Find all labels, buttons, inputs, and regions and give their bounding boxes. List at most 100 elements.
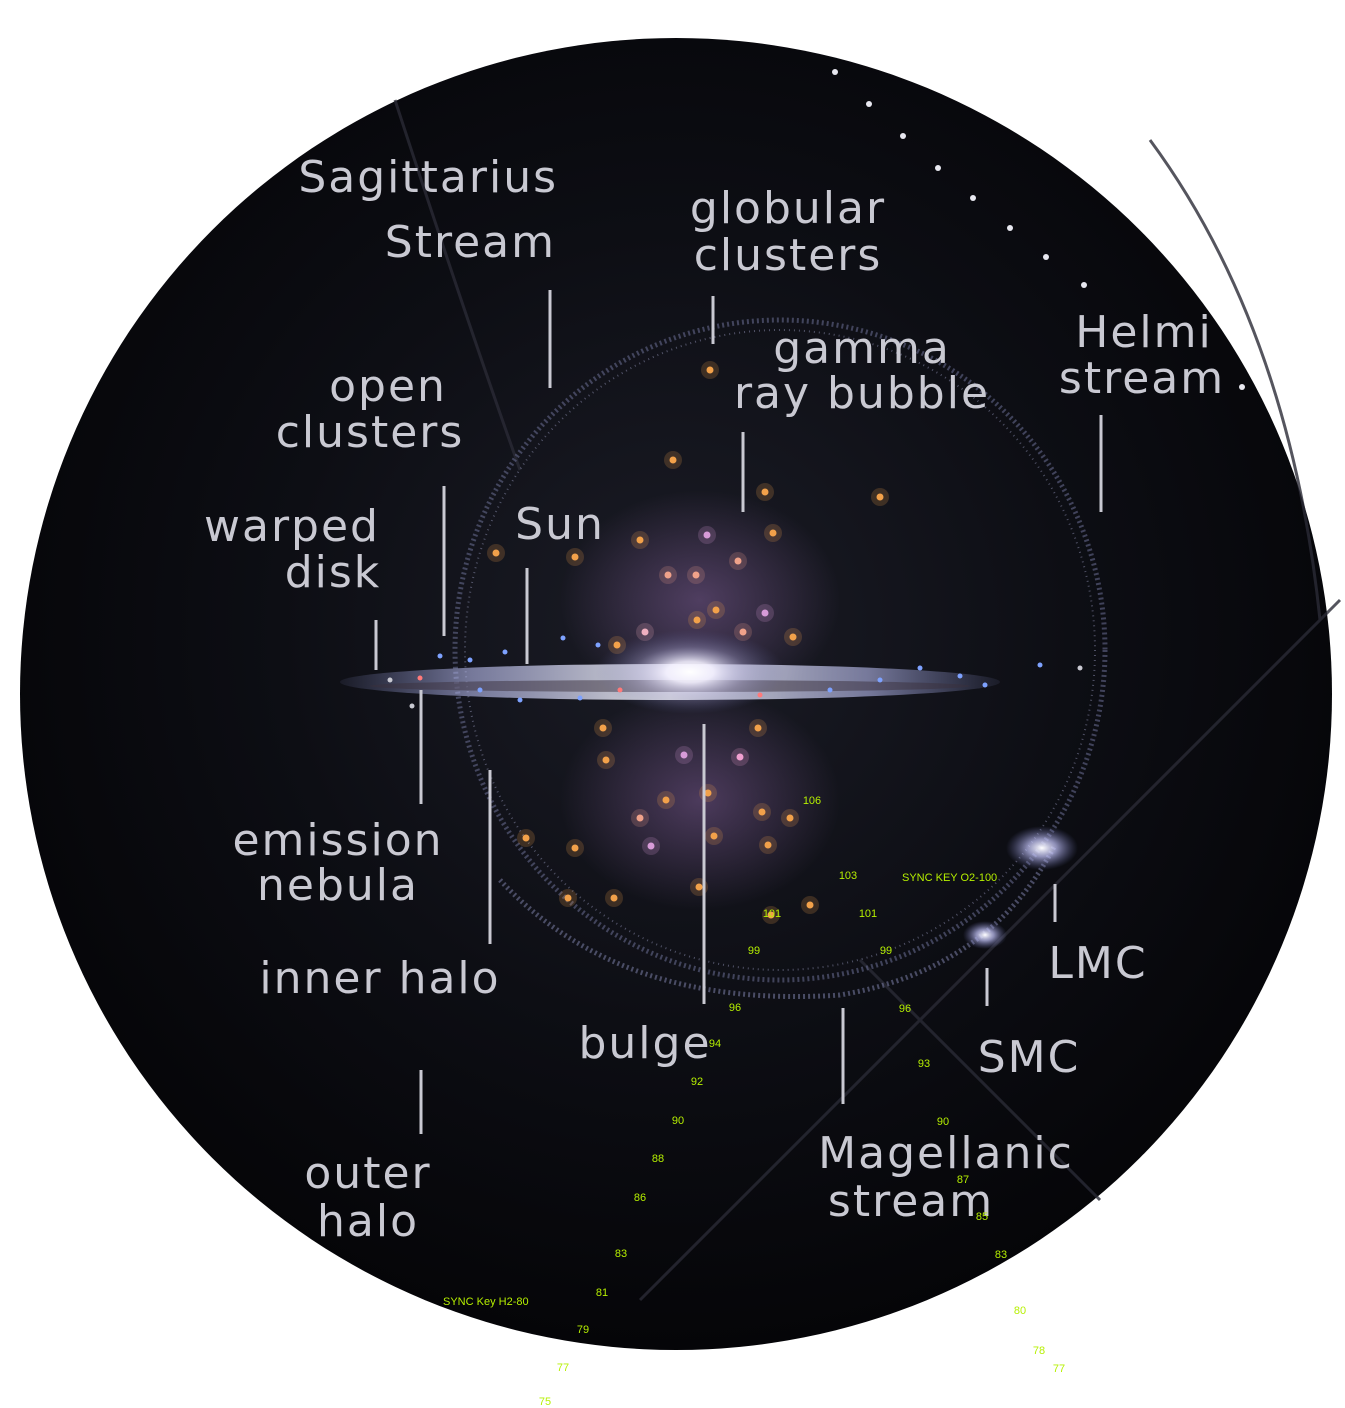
cluster-star — [610, 894, 618, 902]
cluster-star — [734, 557, 742, 565]
cluster-star — [761, 488, 769, 496]
disk-star — [477, 687, 483, 693]
cluster-star — [786, 814, 794, 822]
gamma-ray-bubble-glow-lower — [560, 690, 840, 910]
helmi-dot — [935, 165, 941, 171]
helmi-dot — [1043, 254, 1049, 260]
left-scale-number: 103 — [839, 870, 857, 882]
sync-key-right: SYNC KEY O2-100 — [902, 872, 997, 884]
left-scale-number: 77 — [557, 1362, 569, 1374]
helmi-dot — [832, 69, 838, 75]
sync-overlay: SYNC Key H2-80 SYNC KEY O2-100 106 103 101… — [443, 795, 1065, 1408]
cluster-star — [712, 606, 720, 614]
cluster-star — [641, 628, 649, 636]
cluster-star — [710, 832, 718, 840]
label-outer-halo-line2: halo — [317, 1196, 419, 1247]
left-scale-number: 101 — [763, 908, 781, 920]
label-open-clusters-line1: open — [329, 361, 447, 412]
label-emission-line1: emission — [232, 815, 443, 866]
cluster-star — [692, 571, 700, 579]
helmi-dot — [900, 133, 906, 139]
disk-star — [517, 697, 523, 703]
disk-star — [827, 687, 833, 693]
cluster-star — [706, 366, 714, 374]
left-scale-number: 88 — [652, 1153, 664, 1165]
right-scale-number: 99 — [880, 945, 892, 957]
left-scale-number: 75 — [539, 1396, 551, 1408]
disk-star — [982, 682, 988, 688]
left-scale-numbers: 106 103 101 99 96 94 92 90 88 86 83 81 79 77 75 — [539, 795, 857, 1408]
right-scale-number: 101 — [859, 908, 877, 920]
cluster-star — [761, 609, 769, 617]
cluster-star — [739, 628, 747, 636]
right-scale-number: 77 — [1053, 1363, 1065, 1375]
lmc-cloud — [1006, 826, 1078, 870]
right-scale-number: 93 — [918, 1058, 930, 1070]
disk-star — [409, 703, 415, 709]
disk-star — [1077, 665, 1083, 671]
label-inner-halo: inner halo — [259, 953, 500, 1004]
label-globular-line2: clusters — [694, 230, 883, 281]
disk-star — [437, 653, 443, 659]
cluster-star — [571, 844, 579, 852]
cluster-star — [695, 883, 703, 891]
label-bulge: bulge — [578, 1018, 711, 1069]
right-scale-number: 87 — [957, 1174, 969, 1186]
right-scale-number: 78 — [1033, 1345, 1045, 1357]
disk-star — [417, 675, 423, 681]
helmi-dot — [1239, 384, 1245, 390]
helmi-stream-dots — [832, 69, 1245, 390]
right-scale-number: 83 — [995, 1249, 1007, 1261]
right-scale-numbers: 101 99 96 93 90 87 85 83 80 78 77 — [859, 908, 1065, 1375]
cluster-star — [754, 724, 762, 732]
left-scale-number: 92 — [691, 1076, 703, 1088]
left-scale-number: 90 — [672, 1115, 684, 1127]
disk-stars — [387, 635, 1083, 709]
disk-star — [957, 673, 963, 679]
cluster-star — [758, 808, 766, 816]
cluster-star — [769, 529, 777, 537]
cluster-star — [522, 834, 530, 842]
label-outer-halo-line1: outer — [304, 1148, 431, 1199]
label-globular-line1: globular — [690, 183, 886, 234]
disk-star — [595, 642, 601, 648]
disk-star — [757, 692, 763, 698]
cluster-star — [806, 901, 814, 909]
disk-star — [502, 649, 508, 655]
background-streaks — [393, 99, 1342, 1302]
helmi-dot — [866, 101, 872, 107]
disk-star — [617, 687, 623, 693]
cluster-star — [767, 911, 775, 919]
cluster-star — [680, 751, 688, 759]
cluster-star — [669, 456, 677, 464]
cluster-star — [876, 493, 884, 501]
disk-star — [560, 635, 566, 641]
label-magellanic-line2: stream — [828, 1176, 994, 1227]
left-scale-number: 99 — [748, 945, 760, 957]
disk-star — [1037, 662, 1043, 668]
label-magellanic-line1: Magellanic — [818, 1128, 1074, 1179]
label-warped-disk-line1: warped — [204, 501, 380, 552]
label-emission-line2: nebula — [257, 860, 419, 911]
cluster-star — [636, 814, 644, 822]
right-scale-number: 96 — [899, 1003, 911, 1015]
smc-cloud — [963, 921, 1007, 949]
magellanic-stream-arc — [498, 843, 1058, 1000]
label-smc: SMC — [978, 1032, 1081, 1083]
left-scale-number: 83 — [615, 1248, 627, 1260]
cluster-star — [693, 616, 701, 624]
cluster-star — [664, 571, 672, 579]
cluster-star — [636, 536, 644, 544]
globular-cluster-stars — [487, 361, 889, 924]
label-lmc: LMC — [1048, 938, 1147, 989]
disk-star — [577, 695, 583, 701]
cluster-star — [789, 633, 797, 641]
helmi-dot — [1081, 282, 1087, 288]
region-labels: Sagittarius Stream globular clusters gam… — [204, 152, 1223, 1247]
cluster-star — [703, 531, 711, 539]
disk-star — [877, 677, 883, 683]
right-scale-number: 90 — [937, 1116, 949, 1128]
sync-key-left: SYNC Key H2-80 — [443, 1296, 529, 1308]
cluster-star — [492, 549, 500, 557]
label-gamma-line1: gamma — [773, 323, 951, 374]
